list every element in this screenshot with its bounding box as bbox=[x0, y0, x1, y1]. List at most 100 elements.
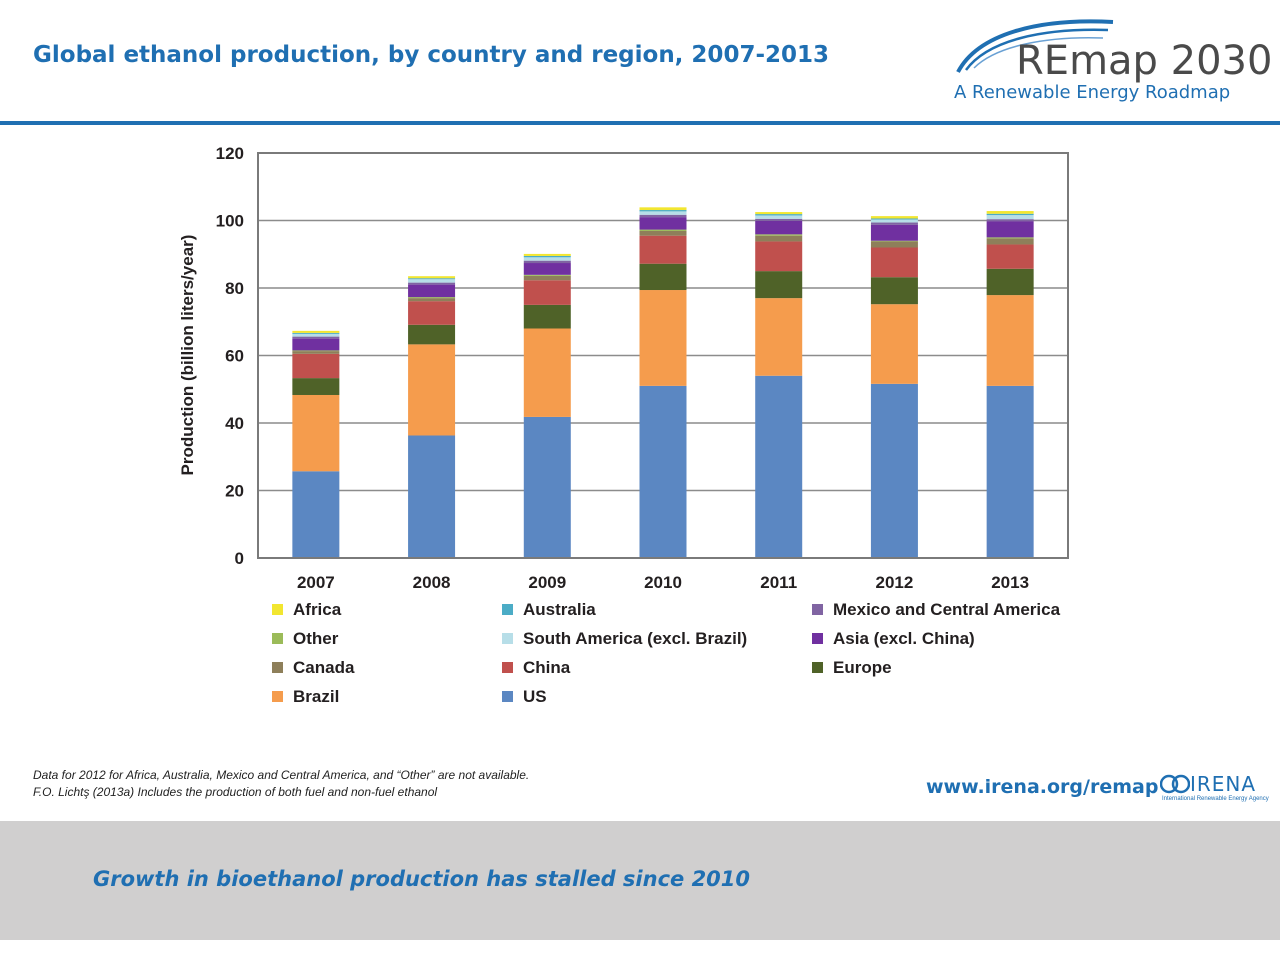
bar-2010-china bbox=[639, 235, 687, 264]
legend-label: Asia (excl. China) bbox=[833, 629, 975, 648]
footnote-line-1: Data for 2012 for Africa, Australia, Mex… bbox=[33, 768, 530, 782]
bar-2009-asia-excl-china bbox=[523, 263, 571, 275]
bar-2011-canada bbox=[755, 235, 803, 242]
y-tick-label: 100 bbox=[216, 212, 244, 231]
bar-2009-other bbox=[523, 274, 571, 276]
bar-2013-asia-excl-china bbox=[986, 221, 1034, 238]
header-divider bbox=[0, 121, 1280, 125]
bar-2012-mexico-and-central-america bbox=[870, 222, 918, 225]
bar-2013-africa bbox=[986, 211, 1034, 214]
bar-2013-australia bbox=[986, 213, 1034, 216]
bar-2011-mexico-and-central-america bbox=[755, 218, 803, 221]
bar-2010-other bbox=[639, 229, 687, 231]
legend-swatch bbox=[502, 604, 513, 615]
bar-2009-australia bbox=[523, 255, 571, 258]
bar-2011-australia bbox=[755, 214, 803, 216]
bar-2010-australia bbox=[639, 210, 687, 212]
y-axis-label: Production (billion liters/year) bbox=[178, 235, 197, 476]
legend-swatch bbox=[502, 691, 513, 702]
bar-2008-europe bbox=[408, 324, 456, 345]
x-tick-label: 2008 bbox=[413, 573, 451, 592]
legend-label: South America (excl. Brazil) bbox=[523, 629, 747, 648]
bar-2010-south-america-excl-brazil bbox=[639, 211, 687, 215]
y-tick-label: 120 bbox=[216, 144, 244, 163]
legend-item-south-america-excl-brazil: South America (excl. Brazil) bbox=[502, 629, 747, 648]
bar-2011-asia-excl-china bbox=[755, 220, 803, 235]
legend-swatch bbox=[272, 633, 283, 644]
bar-2013-other bbox=[986, 237, 1034, 239]
page-title: Global ethanol production, by country an… bbox=[33, 42, 830, 68]
bar-2008-africa bbox=[408, 276, 456, 279]
legend-label: Mexico and Central America bbox=[833, 600, 1061, 619]
ethanol-production-chart: 0 20 40 60 80 100 120 2007 2008 2009 2010 2011 2012… bbox=[178, 144, 1069, 706]
legend-item-other: Other bbox=[272, 629, 339, 648]
plot-frame bbox=[257, 152, 1069, 559]
irena-logo-name: IRENA bbox=[1190, 772, 1257, 796]
bar-2013-canada bbox=[986, 238, 1034, 245]
remap-swoosh-icon bbox=[956, 19, 1114, 73]
bar-2012-us bbox=[870, 383, 918, 558]
x-axis-ticks: 2007 2008 2009 2010 2011 2012 2013 bbox=[297, 573, 1029, 592]
remap-url-link[interactable]: www.irena.org/remap bbox=[926, 776, 1159, 798]
bar-2008-asia-excl-china bbox=[408, 284, 456, 298]
bar-2007-us bbox=[292, 471, 340, 558]
bar-2010-brazil bbox=[639, 290, 687, 386]
bar-2012-canada bbox=[870, 241, 918, 248]
remap-logo-subtitle: A Renewable Energy Roadmap bbox=[954, 82, 1231, 103]
y-tick-label: 0 bbox=[235, 549, 244, 568]
footnote-line-2: F.O. Lichtş (2013a) Includes the product… bbox=[33, 785, 438, 799]
bar-2009-china bbox=[523, 280, 571, 305]
legend-swatch bbox=[502, 633, 513, 644]
bar-2007-africa bbox=[292, 330, 340, 333]
x-tick-label: 2013 bbox=[991, 573, 1029, 592]
legend-item-china: China bbox=[502, 658, 571, 677]
bar-2007-europe bbox=[292, 378, 340, 395]
bar-2010-mexico-and-central-america bbox=[639, 214, 687, 218]
bar-2007-canada bbox=[292, 351, 340, 354]
bar-2007-asia-excl-china bbox=[292, 338, 340, 351]
bar-2008-us bbox=[408, 435, 456, 558]
bar-2012-china bbox=[870, 247, 918, 278]
bar-2012-europe bbox=[870, 277, 918, 305]
bar-2011-brazil bbox=[755, 298, 803, 376]
legend-label: Other bbox=[293, 629, 339, 648]
legend-item-mexico-and-central-america: Mexico and Central America bbox=[812, 600, 1061, 619]
legend-item-brazil: Brazil bbox=[272, 687, 339, 706]
bar-2008-canada bbox=[408, 298, 456, 302]
legend-item-europe: Europe bbox=[812, 658, 892, 677]
y-tick-label: 20 bbox=[225, 482, 244, 501]
legend-swatch bbox=[812, 604, 823, 615]
bar-2007-brazil bbox=[292, 394, 340, 472]
irena-logo-subtitle: International Renewable Energy Agency bbox=[1162, 796, 1269, 802]
bar-2011-south-america-excl-brazil bbox=[755, 215, 803, 219]
legend-swatch bbox=[812, 662, 823, 673]
legend-label: China bbox=[523, 658, 571, 677]
bar-2009-europe bbox=[523, 304, 571, 329]
bar-2007-australia bbox=[292, 332, 340, 334]
bar-2008-mexico-and-central-america bbox=[408, 282, 456, 285]
bar-2009-us bbox=[523, 416, 571, 558]
chart-bars bbox=[292, 207, 1034, 558]
bar-2007-china bbox=[292, 353, 340, 379]
chart-legend: Africa Australia Mexico and Central Americ… bbox=[272, 600, 1061, 706]
bar-2010-asia-excl-china bbox=[639, 217, 687, 230]
y-axis-ticks: 0 20 40 60 80 100 120 bbox=[216, 144, 244, 568]
bar-2013-china bbox=[986, 244, 1034, 269]
bar-2010-africa bbox=[639, 207, 687, 211]
bar-2012-australia bbox=[870, 218, 918, 220]
bar-2010-canada bbox=[639, 230, 687, 236]
legend-label: Africa bbox=[293, 600, 342, 619]
x-tick-label: 2009 bbox=[528, 573, 566, 592]
legend-item-canada: Canada bbox=[272, 658, 355, 677]
legend-label: US bbox=[523, 687, 547, 706]
y-tick-label: 40 bbox=[225, 414, 244, 433]
bar-2009-canada bbox=[523, 275, 571, 281]
irena-logo: IRENA International Renewable Energy Age… bbox=[1160, 770, 1272, 806]
legend-label: Brazil bbox=[293, 687, 339, 706]
x-tick-label: 2012 bbox=[876, 573, 914, 592]
bar-2008-china bbox=[408, 301, 456, 325]
bar-2013-europe bbox=[986, 268, 1034, 296]
remap-logo-title: REmap 2030 bbox=[1016, 38, 1273, 84]
bar-2011-china bbox=[755, 241, 803, 272]
bar-2009-brazil bbox=[523, 328, 571, 417]
